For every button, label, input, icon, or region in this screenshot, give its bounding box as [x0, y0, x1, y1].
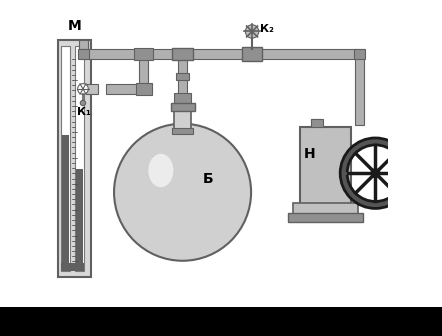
- Bar: [172, 128, 193, 134]
- Circle shape: [245, 25, 259, 38]
- Bar: [354, 49, 364, 125]
- Bar: [242, 47, 262, 60]
- Circle shape: [80, 100, 86, 106]
- Bar: [79, 40, 88, 49]
- Bar: [134, 48, 153, 60]
- Bar: [106, 84, 148, 94]
- Bar: [86, 84, 98, 94]
- Bar: [171, 103, 194, 111]
- Text: Н: Н: [304, 147, 315, 161]
- Text: Рис. 1. Схема лабораторной установки: Рис. 1. Схема лабораторной установки: [104, 314, 338, 325]
- Bar: [78, 48, 89, 59]
- Bar: [84, 49, 356, 58]
- Bar: [311, 119, 323, 127]
- Bar: [172, 47, 193, 60]
- Bar: [354, 48, 365, 59]
- Bar: [293, 203, 358, 214]
- Text: Б: Б: [202, 172, 213, 186]
- Bar: [174, 104, 191, 131]
- Bar: [75, 46, 84, 271]
- Text: М: М: [68, 19, 81, 34]
- Bar: [61, 46, 69, 271]
- Ellipse shape: [149, 154, 173, 187]
- Bar: [76, 169, 83, 271]
- Bar: [174, 93, 191, 105]
- Circle shape: [371, 169, 380, 177]
- Text: К₁: К₁: [77, 107, 91, 117]
- Circle shape: [78, 84, 88, 94]
- Bar: [300, 127, 351, 204]
- Bar: [176, 73, 189, 80]
- Bar: [178, 49, 187, 104]
- Bar: [61, 263, 84, 271]
- Bar: [139, 58, 149, 94]
- Bar: [58, 40, 91, 278]
- Bar: [311, 119, 320, 120]
- Bar: [288, 213, 363, 222]
- Bar: [61, 135, 69, 271]
- Bar: [136, 83, 152, 95]
- Circle shape: [114, 124, 251, 261]
- Text: К₂: К₂: [260, 24, 274, 34]
